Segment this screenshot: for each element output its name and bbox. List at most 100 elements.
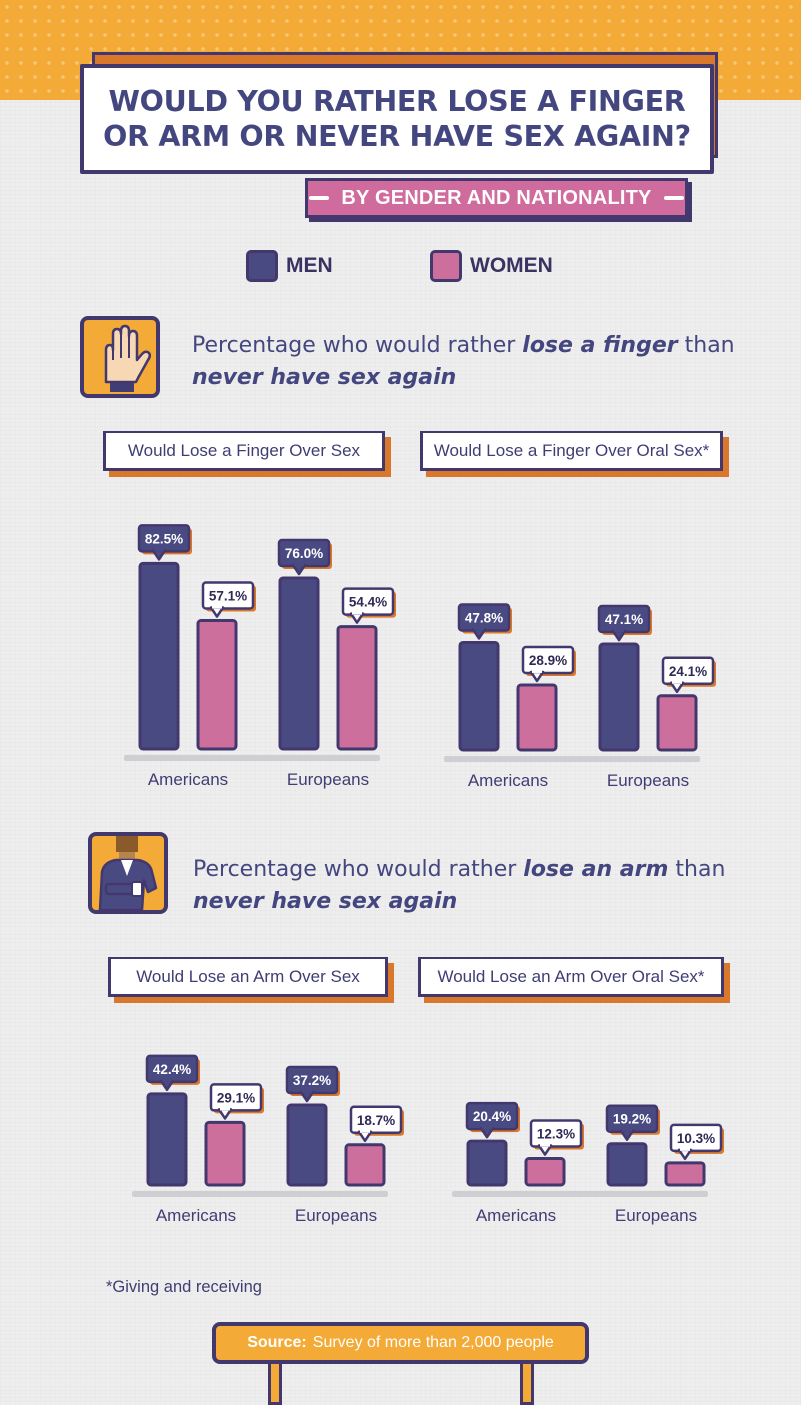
chart-tab-finger-oral: Would Lose a Finger Over Oral Sex* [420, 431, 729, 477]
baseline [132, 1191, 388, 1197]
category-label-europeans: Europeans [287, 770, 369, 789]
bar-men-americans [458, 640, 500, 752]
chart-title-finger-oral: Would Lose a Finger Over Oral Sex* [420, 431, 723, 471]
data-label: 19.2% [613, 1112, 651, 1127]
legend-swatch-women [430, 250, 462, 282]
legend-item-men: MEN [246, 250, 333, 282]
data-label: 24.1% [669, 664, 707, 679]
data-label: 28.9% [529, 653, 567, 668]
data-label-bubble: 47.1% [597, 604, 652, 642]
category-label-americans: Americans [156, 1206, 236, 1225]
bar-women-americans [204, 1120, 246, 1187]
bar-men-europeans [278, 576, 320, 751]
raised-hand-icon [80, 316, 160, 398]
legend-item-women: WOMEN [430, 250, 553, 282]
bar-women-americans [524, 1157, 566, 1187]
data-label-bubble: 18.7% [349, 1105, 404, 1143]
chart-finger-oral: 47.8% 28.9% Americans 47.1% 24.1% Europeans [444, 603, 716, 790]
title-banner: WOULD YOU RATHER LOSE A FINGER OR ARM OR… [80, 52, 718, 174]
data-label-bubble: 37.2% [285, 1065, 340, 1103]
data-label: 82.5% [145, 531, 183, 546]
source-sign: Source: Survey of more than 2,000 people [212, 1322, 589, 1364]
bar-women-europeans [664, 1161, 706, 1187]
heading-arm-emphasis: lose an arm [523, 857, 669, 882]
section-heading-arm: Percentage who would rather lose an arm … [193, 854, 725, 918]
data-label: 76.0% [285, 546, 323, 561]
data-label-bubble: 12.3% [529, 1119, 584, 1156]
baseline [452, 1191, 708, 1197]
heading-arm-than: than [668, 857, 726, 882]
category-label-europeans: Europeans [607, 771, 689, 790]
data-label-bubble: 28.9% [521, 645, 576, 683]
legend: MEN WOMEN [0, 250, 801, 290]
legend-label-women: WOMEN [470, 254, 553, 277]
data-label: 29.1% [217, 1090, 255, 1105]
data-label: 42.4% [153, 1062, 191, 1077]
source-text: Survey of more than 2,000 people [312, 1334, 554, 1351]
data-label: 37.2% [293, 1073, 331, 1088]
heading-finger-emphasis-2: never have sex again [192, 365, 457, 390]
data-label-bubble: 29.1% [209, 1083, 264, 1120]
bar-women-europeans [344, 1143, 386, 1187]
bar-men-americans [466, 1139, 508, 1187]
data-label: 54.4% [349, 595, 387, 610]
data-label: 10.3% [677, 1131, 715, 1146]
bar-women-americans [196, 619, 238, 751]
source-label: Source: [247, 1334, 307, 1351]
source-box: Source: Survey of more than 2,000 people [212, 1322, 589, 1364]
data-label-bubble: 42.4% [145, 1054, 200, 1092]
bar-women-europeans [336, 625, 378, 751]
data-label-bubble: 47.8% [457, 603, 512, 640]
legend-swatch-men [246, 250, 278, 282]
data-label: 18.7% [357, 1113, 395, 1128]
category-label-europeans: Europeans [615, 1206, 697, 1225]
data-label-bubble: 19.2% [605, 1104, 660, 1141]
category-label-americans: Americans [476, 1206, 556, 1225]
data-label: 47.8% [465, 610, 503, 625]
data-label-bubble: 82.5% [137, 524, 192, 561]
bar-women-americans [516, 683, 558, 752]
data-label-bubble: 10.3% [669, 1123, 724, 1161]
subtitle-dash-right [663, 196, 684, 200]
data-label: 20.4% [473, 1109, 511, 1124]
one-armed-person-icon [88, 832, 168, 914]
chart-title-arm-sex: Would Lose an Arm Over Sex [108, 957, 388, 997]
data-label-bubble: 24.1% [661, 656, 716, 694]
heading-finger-emphasis: lose a finger [522, 333, 678, 358]
bar-men-europeans [606, 1142, 648, 1187]
heading-arm-text: Percentage who would rather [193, 857, 524, 882]
chart-tab-arm-oral: Would Lose an Arm Over Oral Sex* [418, 957, 730, 1003]
category-label-americans: Americans [468, 771, 548, 790]
heading-arm-emphasis-2: never have sex again [193, 889, 458, 914]
chart-tab-arm-sex: Would Lose an Arm Over Sex [108, 957, 394, 1003]
baseline [124, 755, 380, 761]
data-label-bubble: 57.1% [201, 581, 256, 618]
heading-finger-text: Percentage who would rather [192, 333, 523, 358]
data-label-bubble: 54.4% [341, 587, 396, 624]
subtitle-box: BY GENDER AND NATIONALITY [305, 178, 688, 218]
footnote: *Giving and receiving [106, 1278, 262, 1296]
category-label-europeans: Europeans [295, 1206, 377, 1225]
chart-arm-sex: 42.4% 29.1% Americans 37.2% 18.7% Europeans [132, 1054, 404, 1225]
page-title: WOULD YOU RATHER LOSE A FINGER OR ARM OR… [103, 85, 691, 153]
chart-tab-finger-sex: Would Lose a Finger Over Sex [103, 431, 391, 477]
chart-arm-oral: 20.4% 12.3% Americans 19.2% 10.3% Europeans [452, 1101, 724, 1225]
subtitle-banner: BY GENDER AND NATIONALITY [305, 178, 692, 222]
heading-finger-than: than [677, 333, 735, 358]
category-label-americans: Americans [148, 770, 228, 789]
section-heading-finger: Percentage who would rather lose a finge… [192, 330, 735, 394]
legend-label-men: MEN [286, 254, 333, 277]
chart-finger-sex: 82.5% 57.1% Americans 76.0% 54.4% Europeans [124, 524, 396, 789]
bar-women-europeans [656, 694, 698, 752]
data-label: 47.1% [605, 612, 643, 627]
bar-men-europeans [286, 1103, 328, 1187]
data-label-bubble: 76.0% [277, 538, 332, 576]
data-label: 57.1% [209, 589, 247, 604]
chart-title-finger-sex: Would Lose a Finger Over Sex [103, 431, 385, 471]
baseline [444, 756, 700, 762]
page-subtitle: BY GENDER AND NATIONALITY [341, 186, 652, 209]
subtitle-dash-left [309, 196, 330, 200]
chart-title-arm-oral: Would Lose an Arm Over Oral Sex* [418, 957, 724, 997]
bar-men-americans [138, 561, 180, 751]
bar-men-americans [146, 1092, 188, 1187]
